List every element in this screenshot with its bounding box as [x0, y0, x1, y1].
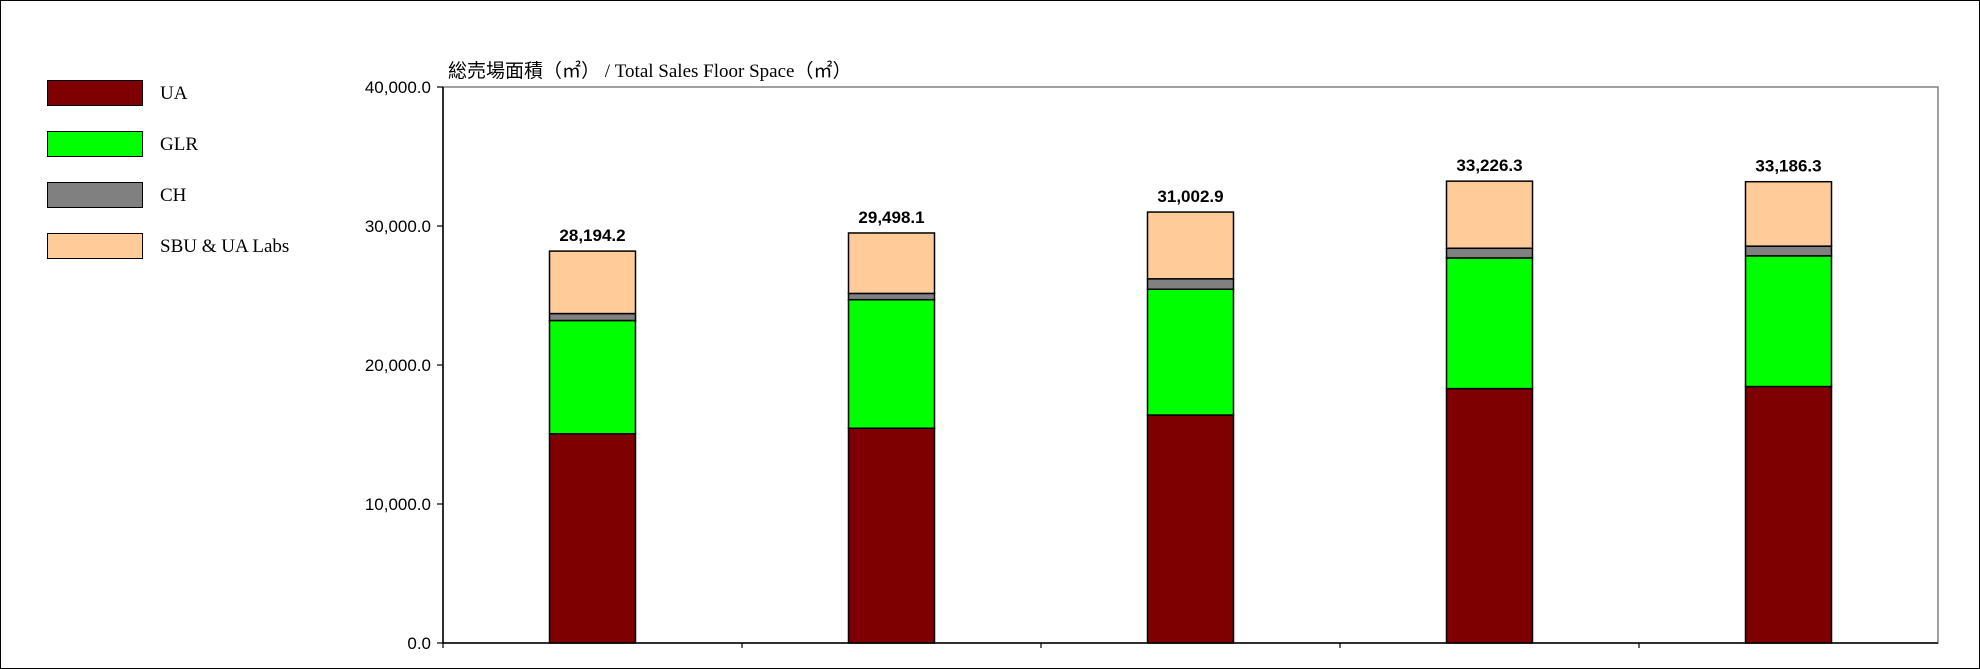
y-tick-label: 30,000.0: [365, 217, 431, 236]
bar-segment-ua: [1146, 414, 1235, 644]
y-tick-label: 0.0: [407, 634, 431, 653]
bar-segment-ch: [1445, 247, 1534, 259]
bar-segment-ch: [847, 292, 936, 301]
bar-segment-sbu-ua-labs: [1744, 180, 1833, 247]
legend-item-sbu: SBU & UA Labs: [47, 233, 377, 265]
bar-segment-sbu-ua-labs: [548, 250, 637, 315]
bar-segment-glr: [847, 298, 936, 429]
bar-segment-glr: [1146, 288, 1235, 416]
bar-total-label: 33,226.3: [1456, 156, 1522, 175]
bar-segment-sbu-ua-labs: [847, 232, 936, 295]
bar-segment-ch: [1146, 278, 1235, 290]
legend-swatch-ua: [47, 80, 143, 106]
bar-segment-ch: [548, 312, 637, 322]
bar-segment-ua: [548, 433, 637, 644]
legend-swatch-ch: [47, 182, 143, 208]
legend-item-ch: CH: [47, 182, 377, 214]
bar-segment-ua: [847, 427, 936, 644]
bar-total-label: 31,002.9: [1157, 187, 1223, 206]
legend-swatch-glr: [47, 131, 143, 157]
bar-segment-glr: [1445, 257, 1534, 390]
bar-total-label: 33,186.3: [1755, 157, 1821, 176]
bar-segment-ch: [1744, 245, 1833, 257]
bar-total-label: 29,498.1: [858, 208, 924, 227]
legend-swatch-sbu: [47, 233, 143, 259]
y-tick-label: 10,000.0: [365, 495, 431, 514]
bar-total-label: 28,194.2: [559, 226, 625, 245]
legend-item-ua: UA: [47, 80, 377, 112]
legend-label-sbu: SBU & UA Labs: [160, 236, 290, 257]
legend-label-ch: CH: [160, 185, 187, 206]
bar-segment-glr: [548, 319, 637, 435]
legend-label-ua: UA: [160, 83, 188, 104]
chart-title: 総売場面積（㎡） / Total Sales Floor Space（㎡）: [448, 61, 852, 82]
legend-label-glr: GLR: [160, 134, 198, 155]
y-tick-label: 40,000.0: [365, 78, 431, 97]
bar-segment-glr: [1744, 255, 1833, 388]
legend-item-glr: GLR: [47, 131, 377, 163]
bar-segment-ua: [1445, 387, 1534, 644]
y-tick-label: 20,000.0: [365, 356, 431, 375]
bar-segment-ua: [1744, 385, 1833, 644]
bar-segment-sbu-ua-labs: [1146, 211, 1235, 280]
bar-segment-sbu-ua-labs: [1445, 180, 1534, 249]
